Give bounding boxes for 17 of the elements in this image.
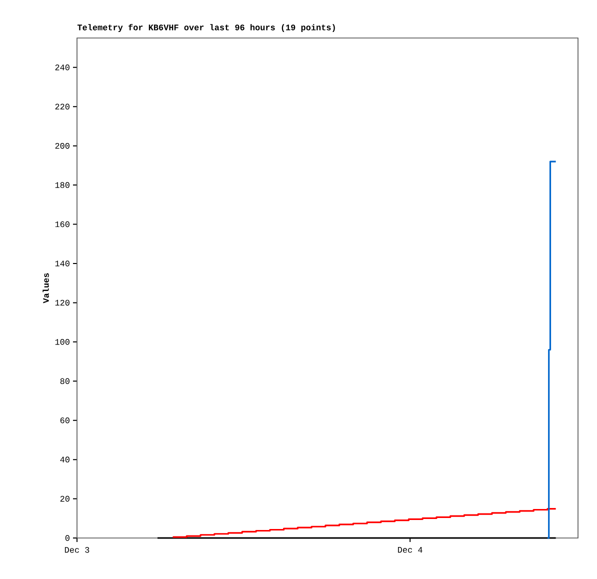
y-tick-label: 240 [55, 64, 70, 70]
y-tick-label: 160 [55, 221, 70, 228]
y-tick-label: 60 [60, 417, 70, 424]
y-tick-label: 0 [65, 535, 70, 541]
y-tick-label: 100 [55, 339, 70, 345]
x-tick-label: Dec 4 [398, 547, 422, 553]
y-tick-label: 180 [55, 182, 70, 188]
y-tick-label: 20 [60, 496, 70, 502]
y-tick-label: 80 [60, 378, 70, 384]
y-tick-label: 40 [60, 456, 70, 462]
y-tick-label: 120 [55, 300, 70, 306]
y-axis-title: Values [42, 273, 49, 304]
y-tick-label: 220 [55, 104, 70, 110]
chart-title: Telemetry for KB6VHF over last 96 hours (19 points) [77, 24, 335, 32]
x-tick-label: Dec 3 [64, 547, 90, 553]
y-tick-label: 200 [55, 142, 70, 149]
y-tick-label: 140 [55, 260, 70, 266]
